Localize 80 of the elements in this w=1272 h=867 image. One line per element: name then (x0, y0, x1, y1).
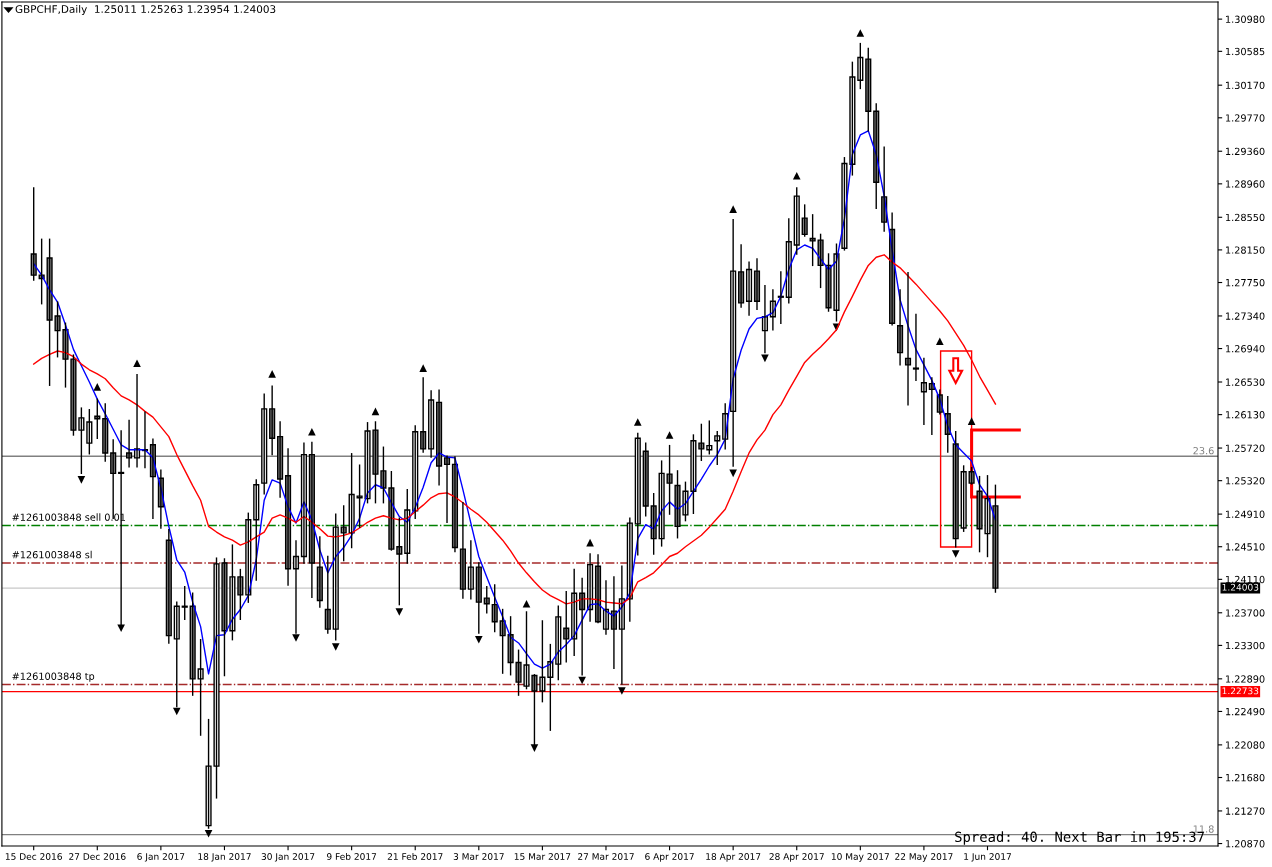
x-tick-label: 10 May 2017 (831, 853, 889, 862)
x-tick-label: 30 Jan 2017 (261, 853, 315, 862)
y-tick-label: 1.23300 (1226, 641, 1265, 650)
x-tick-label: 6 Apr 2017 (645, 853, 694, 862)
point (967, 417, 976, 425)
point (292, 634, 300, 642)
point (419, 364, 427, 372)
y-tick-label: 1.21270 (1226, 807, 1265, 815)
x-tick-label: 18 Jan 2017 (198, 853, 251, 862)
ref-line-label: #1261003848 tp (12, 672, 95, 682)
point (792, 171, 801, 180)
x-tick-label: 15 Dec 2016 (5, 853, 62, 860)
y-tick-label: 1.30585 (1226, 47, 1265, 56)
point (133, 359, 141, 368)
point (93, 383, 102, 391)
annotation: 11.8 (1193, 825, 1214, 833)
y-tick-label: 1.26130 (1226, 411, 1265, 419)
annotation: 23.6 (1193, 446, 1214, 455)
point (268, 370, 276, 378)
x-tick-label: 27 Dec 2016 (69, 853, 126, 860)
point (395, 608, 404, 616)
y-tick-label: 1.28960 (1226, 180, 1265, 188)
point (856, 29, 865, 37)
y-tick-label: 1.21680 (1226, 773, 1265, 782)
ref-line-label: #1261003848 sl (12, 550, 92, 559)
point (530, 744, 539, 752)
ref-line-label: 1.24003 (1222, 583, 1259, 591)
y-tick-label: 1.23700 (1226, 609, 1265, 617)
y-tick-label: 1.24110 (1226, 575, 1265, 584)
x-tick-label: 22 May 2017 (895, 853, 953, 862)
y-tick-label: 1.25320 (1226, 477, 1265, 485)
point (331, 643, 340, 651)
candlestick (197, 638, 204, 736)
x-tick-label: 28 Apr 2017 (769, 853, 824, 862)
x-tick-label: 27 Mar 2017 (578, 853, 634, 860)
y-tick-label: 1.22080 (1226, 741, 1265, 749)
point (117, 624, 125, 633)
y-tick-label: 1.24510 (1226, 543, 1265, 551)
candlestick (340, 505, 347, 562)
y-tick-label: 1.24910 (1226, 510, 1265, 518)
point (308, 427, 316, 436)
x-tick-label: 6 Jan 2017 (137, 853, 185, 862)
point (951, 550, 960, 558)
annotation: Spread: 40. Next Bar in 195:37 (955, 831, 1204, 845)
point (936, 337, 944, 346)
point (371, 407, 380, 416)
y-tick-label: 1.30980 (1226, 15, 1265, 23)
x-tick-label: 15 Mar 2017 (514, 853, 571, 860)
x-tick-label: 9 Feb 2017 (326, 852, 377, 860)
x-tick-label: 3 Mar 2017 (453, 853, 504, 860)
y-tick-label: 1.26940 (1226, 345, 1265, 353)
point (77, 476, 86, 484)
y-tick-label: 1.28550 (1226, 213, 1265, 222)
y-tick-label: 1.29360 (1226, 147, 1265, 156)
point (633, 418, 642, 426)
chart-title: GBPCHF,Daily 1.25011 1.25263 1.23954 1.24003 (15, 4, 276, 16)
ref-line-label: 1.22733 (1222, 687, 1259, 695)
y-tick-label: 1.27340 (1226, 312, 1265, 320)
y-tick-label: 1.29770 (1226, 114, 1265, 122)
x-tick-label: 21 Feb 2017 (387, 852, 443, 860)
point (665, 431, 674, 439)
y-tick-label: 1.25720 (1226, 444, 1265, 452)
y-tick-label: 1.28150 (1226, 246, 1265, 254)
candlestick (809, 214, 816, 267)
point (172, 707, 181, 716)
candlestick (912, 313, 920, 382)
x-tick-label: 1 Jun 2017 (964, 853, 1012, 862)
point (204, 829, 213, 838)
point (475, 635, 483, 644)
y-tick-label: 1.30170 (1226, 81, 1265, 90)
candlestick (483, 585, 490, 614)
point (522, 600, 531, 608)
point (729, 205, 737, 213)
y-tick-label: 1.27750 (1226, 279, 1265, 287)
y-tick-label: 1.26530 (1226, 378, 1265, 386)
y-tick-label: 1.20870 (1226, 840, 1265, 848)
point (618, 687, 626, 695)
y-tick-label: 1.22490 (1226, 707, 1265, 716)
y-tick-label: 1.22890 (1226, 675, 1265, 683)
x-tick-label: 18 Apr 2017 (706, 853, 761, 862)
